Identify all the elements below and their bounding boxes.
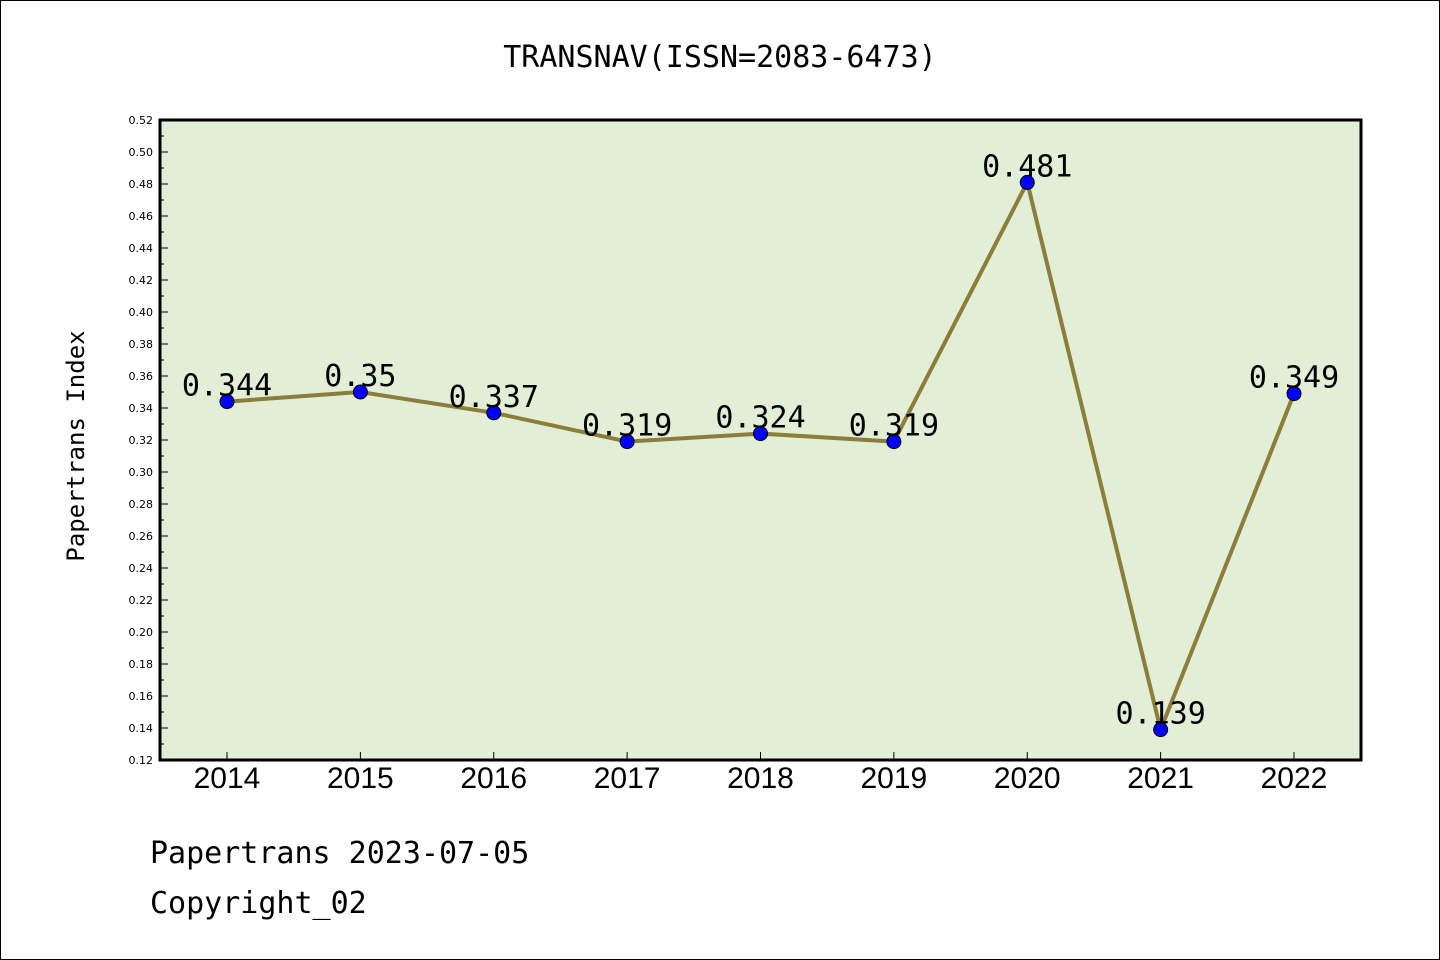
y-tick-label: 0.12 <box>129 754 154 767</box>
data-label: 0.319 <box>582 409 672 444</box>
data-point <box>886 434 902 450</box>
y-tick-label: 0.28 <box>129 498 154 511</box>
data-point <box>619 434 635 450</box>
x-tick-label: 2021 <box>1127 762 1194 795</box>
x-tick-label: 2020 <box>994 762 1061 795</box>
data-label: 0.139 <box>1115 697 1205 732</box>
y-tick-label: 0.18 <box>129 658 154 671</box>
data-label: 0.319 <box>849 409 939 444</box>
y-tick-label: 0.50 <box>129 146 154 159</box>
x-tick-label: 2018 <box>727 762 794 795</box>
y-tick-label: 0.46 <box>129 210 154 223</box>
y-tick-label: 0.38 <box>129 338 154 351</box>
data-label: 0.349 <box>1249 361 1339 396</box>
y-tick-label: 0.40 <box>129 306 154 319</box>
data-label: 0.337 <box>449 380 539 415</box>
x-tick-label: 2015 <box>327 762 394 795</box>
data-label: 0.35 <box>324 359 396 394</box>
data-point <box>1286 386 1302 402</box>
x-tick-label: 2019 <box>861 762 928 795</box>
footer-copyright: Copyright_02 <box>150 886 367 921</box>
y-tick-label: 0.26 <box>129 530 154 543</box>
y-tick-label: 0.52 <box>129 114 154 127</box>
data-point <box>1153 722 1169 738</box>
data-point <box>219 394 235 410</box>
x-tick-label: 2017 <box>594 762 661 795</box>
y-tick-label: 0.20 <box>129 626 154 639</box>
data-point <box>352 384 368 400</box>
data-point <box>486 405 502 421</box>
y-tick-label: 0.24 <box>129 562 154 575</box>
y-tick-label: 0.36 <box>129 370 154 383</box>
y-tick-label: 0.44 <box>129 242 154 255</box>
y-axis-label: Papertrans Index <box>62 330 90 561</box>
data-label: 0.344 <box>182 369 272 404</box>
data-point <box>1019 174 1035 190</box>
data-point <box>753 426 768 442</box>
y-tick-label: 0.34 <box>129 402 154 415</box>
x-tick-label: 2014 <box>194 762 261 795</box>
y-axis: 0.12 0.14 0.16 0.18 0.20 0.22 0.24 0.26 0.28 0.30… <box>129 114 168 767</box>
x-tick-label: 2022 <box>1261 762 1328 795</box>
y-tick-label: 0.14 <box>129 722 154 735</box>
data-label: 0.324 <box>715 401 805 436</box>
series-group: 0.344 0.35 0.337 0.319 0.324 0.319 0.481 0.139 0… <box>182 149 1339 738</box>
footer-date: Papertrans 2023-07-05 <box>150 836 530 871</box>
y-tick-label: 0.30 <box>129 466 154 479</box>
y-tick-label: 0.22 <box>129 594 154 607</box>
data-label: 0.481 <box>982 149 1072 184</box>
chart-title: TRANSNAV(ISSN=2083-6473) <box>503 40 936 75</box>
y-tick-label: 0.16 <box>129 690 154 703</box>
y-tick-label: 0.42 <box>129 274 154 287</box>
y-tick-label: 0.32 <box>129 434 154 447</box>
x-tick-label: 2016 <box>460 762 527 795</box>
x-axis: 2014 2015 2016 2017 2018 2019 2020 2021 2022 <box>194 752 1328 795</box>
y-tick-label: 0.48 <box>129 178 154 191</box>
